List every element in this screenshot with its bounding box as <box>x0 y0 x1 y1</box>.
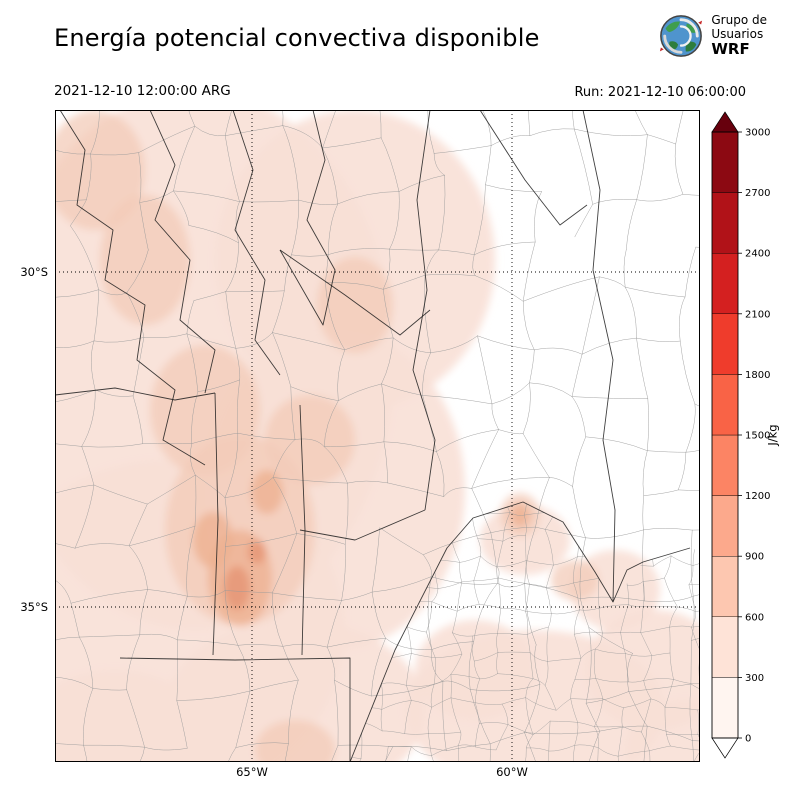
colorbar-tick-label: 600 <box>745 612 764 623</box>
colorbar-tick-label: 0 <box>745 734 751 745</box>
colorbar-tick-label: 2100 <box>745 309 770 320</box>
wrf-logo-text: Grupo de Usuarios WRF <box>711 13 767 58</box>
colorbar-tick-label: 1500 <box>745 431 770 442</box>
province-boundaries <box>55 110 691 762</box>
page-title: Energía potencial convectiva disponible <box>54 24 540 52</box>
cape-shading-layer <box>55 110 700 762</box>
graticule-gridlines <box>55 110 700 762</box>
colorbar-tick-label: 3000 <box>745 128 770 139</box>
valid-time-label: 2021-12-10 12:00:00 ARG <box>54 83 231 99</box>
logo-text-line1: Grupo de <box>711 13 767 27</box>
map-border <box>55 110 700 762</box>
colorbar-tick-label: 300 <box>745 673 764 684</box>
colorbar: 0 300 600 900 1200 1500 1800 2100 2400 2700 3000 <box>706 108 776 784</box>
run-time-label: Run: 2021-12-10 06:00:00 <box>574 85 746 100</box>
lat-label-30s: 30°S <box>20 265 48 279</box>
lon-label-65w: 65°W <box>236 765 268 779</box>
colorbar-unit-label: J/kg <box>765 424 780 446</box>
map-plot <box>55 110 700 762</box>
colorbar-over-arrow <box>711 111 739 133</box>
colorbar-tick-label: 1200 <box>745 491 770 502</box>
colorbar-tick-label: 900 <box>745 552 764 563</box>
colorbar-tick-label: 2700 <box>745 188 770 199</box>
logo-text-wrf: WRF <box>711 40 750 58</box>
lon-label-60w: 60°W <box>496 765 528 779</box>
logo-text-line2: Usuarios <box>711 26 764 41</box>
colorbar-under-arrow <box>711 737 739 759</box>
lat-label-35s: 35°S <box>20 600 48 614</box>
colorbar-scale: 0 300 600 900 1200 1500 1800 2100 2400 2700 3000 <box>711 111 770 759</box>
wrf-logo: Grupo de Usuarios WRF <box>658 13 767 59</box>
colorbar-tick-label: 1800 <box>745 370 770 381</box>
globe-icon <box>660 15 703 57</box>
colorbar-tick-label: 2400 <box>745 249 770 260</box>
department-boundaries <box>55 110 700 762</box>
